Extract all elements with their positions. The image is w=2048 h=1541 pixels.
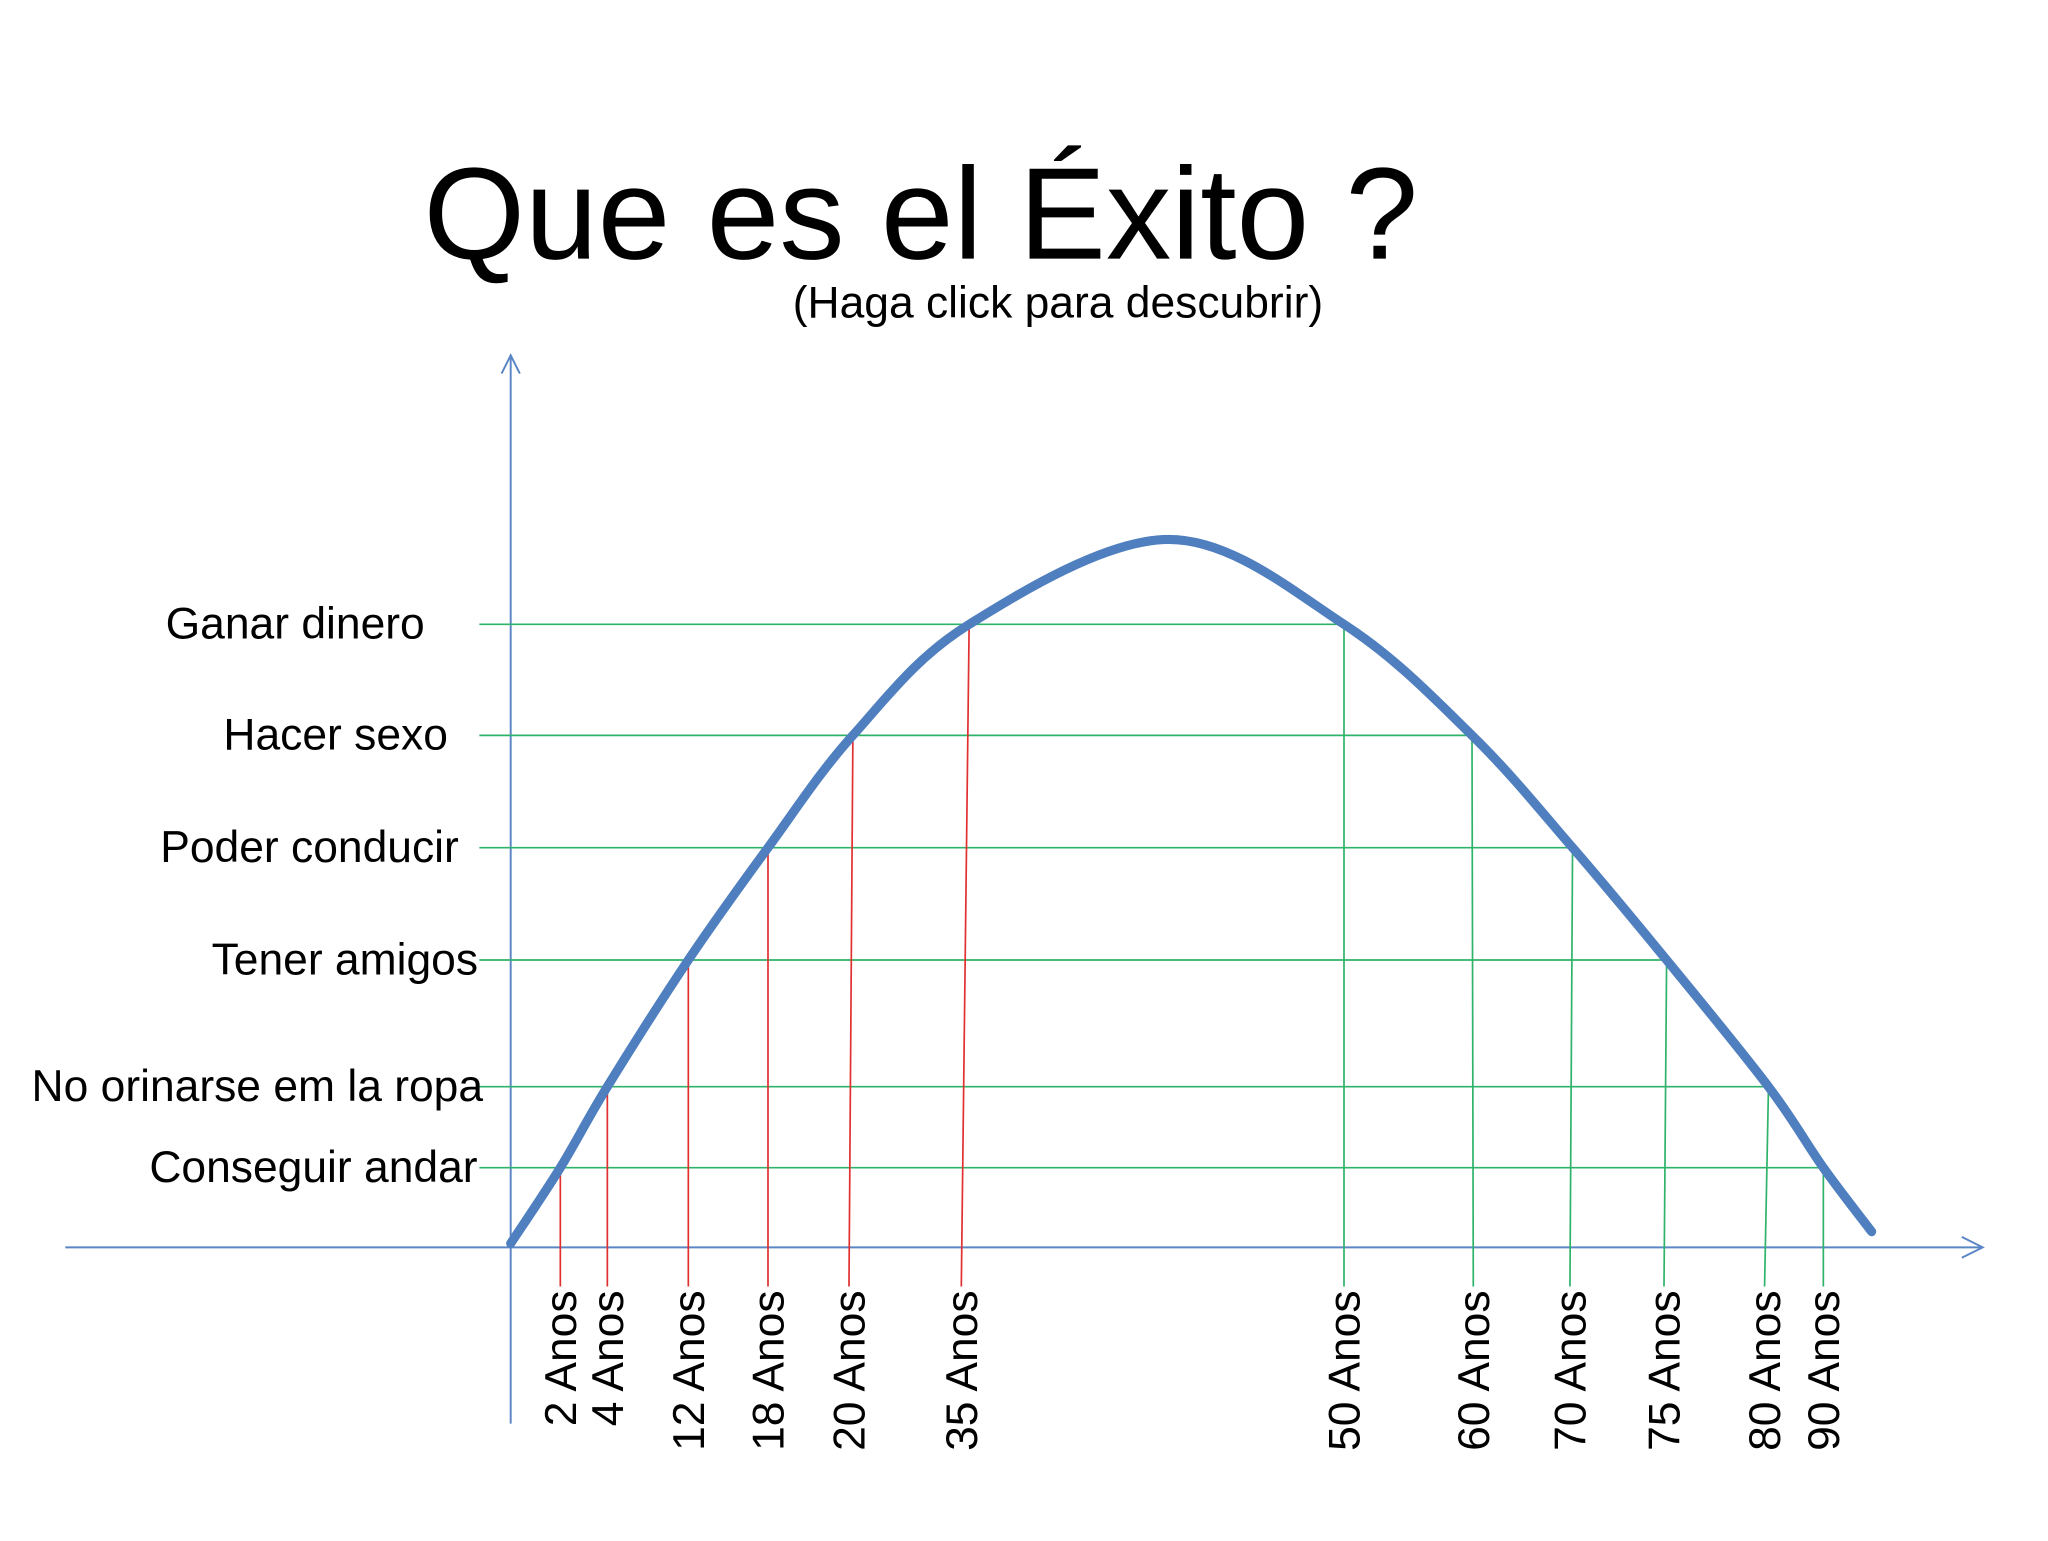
age-label: 35 Anos <box>938 1290 987 1450</box>
age-line <box>1569 847 1574 1287</box>
age-label: 50 Anos <box>1321 1290 1370 1450</box>
level-label: No orinarse em la ropa <box>32 1062 484 1111</box>
level-label: Tener amigos <box>212 935 478 984</box>
age-label: 4 Anos <box>584 1290 633 1426</box>
age-label: 18 Anos <box>745 1290 794 1450</box>
age-line <box>1663 959 1668 1287</box>
age-line <box>960 624 970 1287</box>
age-line <box>1471 735 1475 1287</box>
age-label: 75 Anos <box>1641 1290 1690 1450</box>
level-label: Conseguir andar <box>149 1143 477 1192</box>
age-label: 12 Anos <box>665 1290 714 1450</box>
age-label: 20 Anos <box>826 1290 875 1450</box>
age-label: 90 Anos <box>1800 1290 1849 1450</box>
level-label: Poder conducir <box>160 823 459 872</box>
age-label: 80 Anos <box>1741 1290 1790 1450</box>
subtitle: (Haga click para descubrir) <box>793 278 1323 327</box>
age-line <box>848 735 854 1287</box>
age-label: 2 Anos <box>537 1290 586 1426</box>
y-arrow <box>500 353 521 374</box>
title: Que es el Éxito ? <box>424 141 1419 287</box>
x-arrow <box>1961 1236 1985 1259</box>
diagram: Que es el Éxito ? (Haga click para descu… <box>32 141 1985 1451</box>
success-curve <box>506 534 1877 1248</box>
age-label: 70 Anos <box>1547 1290 1596 1450</box>
age-line <box>1763 1086 1770 1287</box>
age-label: 60 Anos <box>1450 1290 1499 1450</box>
level-label: Ganar dinero <box>166 600 425 649</box>
level-label: Hacer sexo <box>223 711 448 760</box>
